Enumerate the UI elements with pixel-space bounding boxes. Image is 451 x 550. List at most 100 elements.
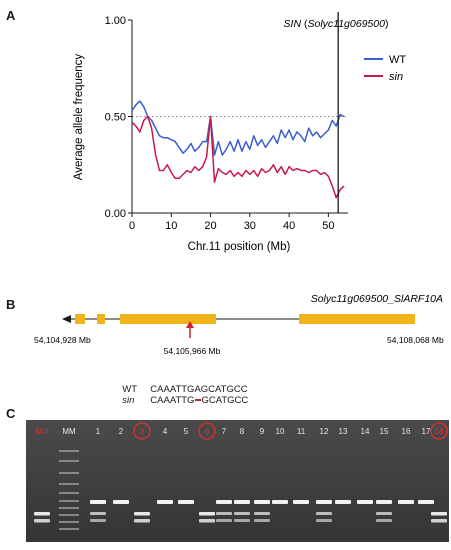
lane-label-12: 12 [320, 427, 329, 436]
gene-model-diagram: Solyc11g069500_SlARF10A 54,104,928 Mb 54… [34, 293, 444, 356]
x-tick-label-3: 30 [244, 220, 256, 232]
lane-label-mut: Mut [35, 427, 49, 436]
ladder-band-2 [59, 472, 79, 474]
wt-sequence: CAAATTGAGCATGCC [150, 384, 248, 395]
legend: WT sin [364, 54, 406, 83]
lane-label-8: 8 [240, 427, 245, 436]
ladder-band-6 [59, 507, 79, 509]
band-lower1-3 [134, 512, 150, 516]
band-het1-15 [376, 512, 392, 515]
marker-paren-open: ( [301, 18, 308, 30]
exon-3 [120, 314, 216, 324]
marker-gene-label: SIN (Solyc11g069500) [284, 18, 389, 30]
lane-label-17: 17 [422, 427, 431, 436]
x-tick-label-2: 20 [204, 220, 216, 232]
allele-frequency-chart: 0.00 0.50 1.00 0 10 20 30 40 50 Average allele f… [73, 12, 406, 253]
mutation-coord: 54,105,966 Mb [164, 346, 221, 356]
band-upper-12 [316, 500, 332, 504]
band-het1-1 [90, 512, 106, 515]
lane-label-3: 3 [140, 427, 145, 436]
y-axis-label: Average allele frequency [73, 54, 85, 181]
lane-label-6: 6 [205, 427, 210, 436]
band-lower1-18 [431, 512, 447, 516]
y-tick-label-0: 0.00 [105, 208, 126, 220]
gel-drawing: Mut MM 1 2 3 4 5 6 7 8 9 10 11 12 13 14 15 16 17 18 [26, 420, 449, 542]
band-upper-4 [157, 500, 173, 504]
gene-model-title: Solyc11g069500_SlARF10A [311, 293, 443, 305]
band-lower2-6 [199, 519, 215, 523]
lane-label-4: 4 [163, 427, 168, 436]
x-axis-label: Chr.11 position (Mb) [188, 241, 291, 253]
band-het2-12 [316, 519, 332, 522]
lane-label-1: 1 [96, 427, 101, 436]
lane-circle-6 [198, 422, 216, 440]
gene-right-coord: 54,108,068 Mb [387, 335, 444, 345]
band-upper-9 [254, 500, 270, 504]
gel-background [26, 420, 449, 542]
band-upper-16 [398, 500, 414, 504]
series-line-wt [131, 100, 345, 156]
lane-label-16: 16 [402, 427, 411, 436]
chart-plot-group: 0.00 0.50 1.00 0 10 20 30 40 50 [105, 12, 348, 232]
sin-sequence-label: sin [122, 395, 135, 406]
lane-label-15: 15 [380, 427, 389, 436]
ladder-band-1 [59, 460, 79, 462]
ladder-band-4 [59, 492, 79, 494]
lane-label-mm: MM [62, 427, 76, 436]
band-upper-5 [178, 500, 194, 504]
y-tick-label-1: 0.50 [105, 112, 126, 124]
ladder-band-8 [59, 521, 79, 523]
marker-paren-close: ) [385, 18, 389, 30]
legend-wt-label: WT [389, 54, 406, 66]
lane-label-10: 10 [276, 427, 285, 436]
panel-letter-c: C [6, 406, 16, 421]
lane-circle-18 [430, 422, 448, 440]
ladder-band-3 [59, 483, 79, 485]
band-upper-11 [293, 500, 309, 504]
ladder-band-9 [59, 528, 79, 530]
x-tick-label-0: 0 [129, 220, 135, 232]
band-upper-7 [216, 500, 232, 504]
lane-circle-3 [133, 422, 151, 440]
exon-2 [97, 314, 105, 324]
ladder-band-0 [59, 450, 79, 452]
exon-4 [299, 314, 415, 324]
lane-label-13: 13 [339, 427, 348, 436]
sin-sequence-before: CAAATTG [150, 395, 195, 406]
y-tick-label-2: 1.00 [105, 15, 126, 27]
band-lower1-Mut [34, 512, 50, 516]
band-het1-12 [316, 512, 332, 515]
lane-label-11: 11 [297, 427, 306, 436]
band-het2-8 [234, 519, 250, 522]
lane-label-7: 7 [222, 427, 227, 436]
band-upper-17 [418, 500, 434, 504]
x-tick-label-1: 10 [165, 220, 177, 232]
panel-letter-b: B [6, 297, 16, 312]
band-upper-8 [234, 500, 250, 504]
band-lower2-18 [431, 519, 447, 523]
series-line-sin [131, 115, 345, 199]
sin-sequence-row: sin CAAATTG GCATGCC [117, 384, 248, 406]
exon-1 [75, 314, 85, 324]
band-upper-15 [376, 500, 392, 504]
band-upper-1 [90, 500, 106, 504]
sin-sequence-after: GCATGCC [201, 395, 249, 406]
lane-label-2: 2 [119, 427, 124, 436]
band-upper-2 [113, 500, 129, 504]
x-tick-label-5: 50 [322, 220, 334, 232]
ladder-band-7 [59, 514, 79, 516]
legend-sin-label: sin [389, 71, 403, 83]
band-upper-13 [335, 500, 351, 504]
band-lower1-6 [199, 512, 215, 516]
lane-label-9: 9 [260, 427, 265, 436]
wt-sequence-row: WT CAAATTGAGCATGCC [117, 373, 248, 395]
x-tick-label-4: 40 [283, 220, 295, 232]
deletion-mark [194, 399, 201, 402]
lane-label-18: 18 [435, 427, 444, 436]
band-upper-10 [272, 500, 288, 504]
gene-direction-arrow [62, 315, 71, 323]
band-lower2-Mut [34, 519, 50, 523]
band-het1-8 [234, 512, 250, 515]
band-het1-7 [216, 512, 232, 515]
band-lower2-3 [134, 519, 150, 523]
